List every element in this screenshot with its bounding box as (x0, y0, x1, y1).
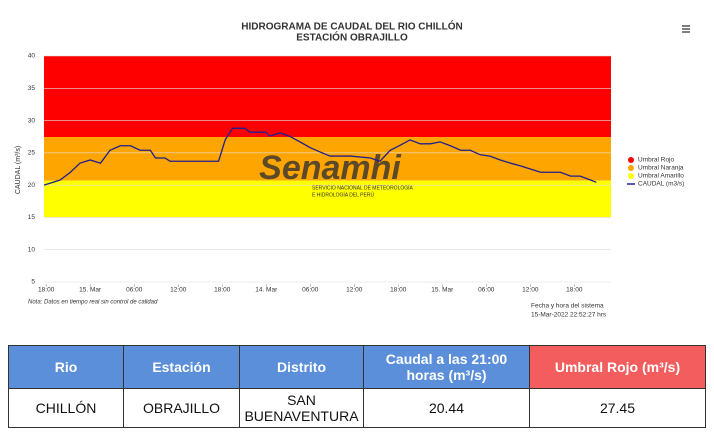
data-cell: 27.45 (529, 388, 706, 428)
y-tick-label: 30 (28, 117, 36, 124)
threshold-band (44, 180, 611, 218)
legend-label: Umbral Naranja (638, 165, 684, 172)
chart: HIDROGRAMA DE CAUDAL DEL RIO CHILLÓN EST… (15, 20, 692, 319)
y-tick-label: 35 (28, 85, 36, 92)
data-cell: 20.44 (363, 388, 530, 428)
x-tick-label: 18:00 (566, 287, 583, 294)
x-tick-label: 18:00 (38, 287, 55, 294)
timestamp-label: Fecha y hora del sistema (531, 303, 604, 310)
note: Nota: Datos en tiempo real sin control d… (28, 300, 158, 306)
header-cell: Rio (8, 345, 124, 389)
x-tick-label: 06:00 (126, 287, 143, 294)
y-tick-label: 5 (31, 279, 35, 286)
y-tick-label: 10 (28, 246, 36, 253)
y-tick-label: 40 (28, 53, 36, 60)
y-tick-label: 20 (28, 182, 36, 189)
header-row: Rio Estación Distrito Caudal a las 21:00 ho… (8, 345, 706, 389)
data-cell: OBRAJILLO (123, 388, 240, 428)
x-tick-label: 06:00 (478, 287, 495, 294)
header-cell: Estación (123, 345, 240, 389)
x-tick-label: 14. Mar (255, 287, 278, 294)
x-tick-label: 18:00 (214, 287, 231, 294)
y-axis-title: CAUDAL (m³/s) (15, 146, 22, 194)
watermark-sub: SERVICIO NACIONAL DE METEOROLOGÍA (312, 184, 414, 191)
legend-label: Umbral Rojo (638, 157, 675, 164)
chart-title: HIDROGRAMA DE CAUDAL DEL RIO CHILLÓN (241, 20, 462, 33)
x-tick-label: 12:00 (170, 287, 187, 294)
data-row: CHILLÓN OBRAJILLO SAN BUENAVENTURA 20.44 27.… (8, 388, 706, 428)
legend-label: CAUDAL (m3/s) (638, 181, 684, 188)
x-tick-label: 12:00 (346, 287, 363, 294)
threshold-band (44, 137, 611, 181)
header-cell: Distrito (239, 345, 364, 389)
timestamp: 15-Mar-2022 22:52:27 hrs (531, 312, 607, 319)
chart-subtitle: ESTACIÓN OBRAJILLO (296, 31, 408, 44)
legend-marker (628, 165, 634, 171)
data-table: Rio Estación Distrito Caudal a las 21:00 ho… (8, 345, 706, 428)
x-tick-label: 18:00 (390, 287, 407, 294)
y-tick-label: 25 (28, 150, 36, 157)
legend-label: Umbral Amarillo (638, 173, 684, 180)
header-cell: Umbral Rojo (m³/s) (529, 345, 706, 389)
x-tick-label: 15. Mar (79, 287, 102, 294)
legend-marker (628, 157, 634, 163)
legend-marker (628, 173, 634, 179)
watermark-sub: E HIDROLOGÍA DEL PERÚ (312, 191, 374, 198)
y-tick-label: 15 (28, 214, 36, 221)
data-cell: CHILLÓN (8, 388, 124, 428)
data-cell: SAN BUENAVENTURA (239, 388, 364, 428)
x-tick-label: 15. Mar (431, 287, 454, 294)
threshold-band (44, 56, 611, 138)
x-tick-label: 06:00 (302, 287, 319, 294)
data-line (43, 127, 597, 186)
watermark: Senamhi (259, 149, 402, 187)
x-tick-label: 12:00 (522, 287, 539, 294)
header-cell: Caudal a las 21:00 horas (m³/s) (363, 345, 530, 389)
menu-icon[interactable] (680, 22, 692, 36)
